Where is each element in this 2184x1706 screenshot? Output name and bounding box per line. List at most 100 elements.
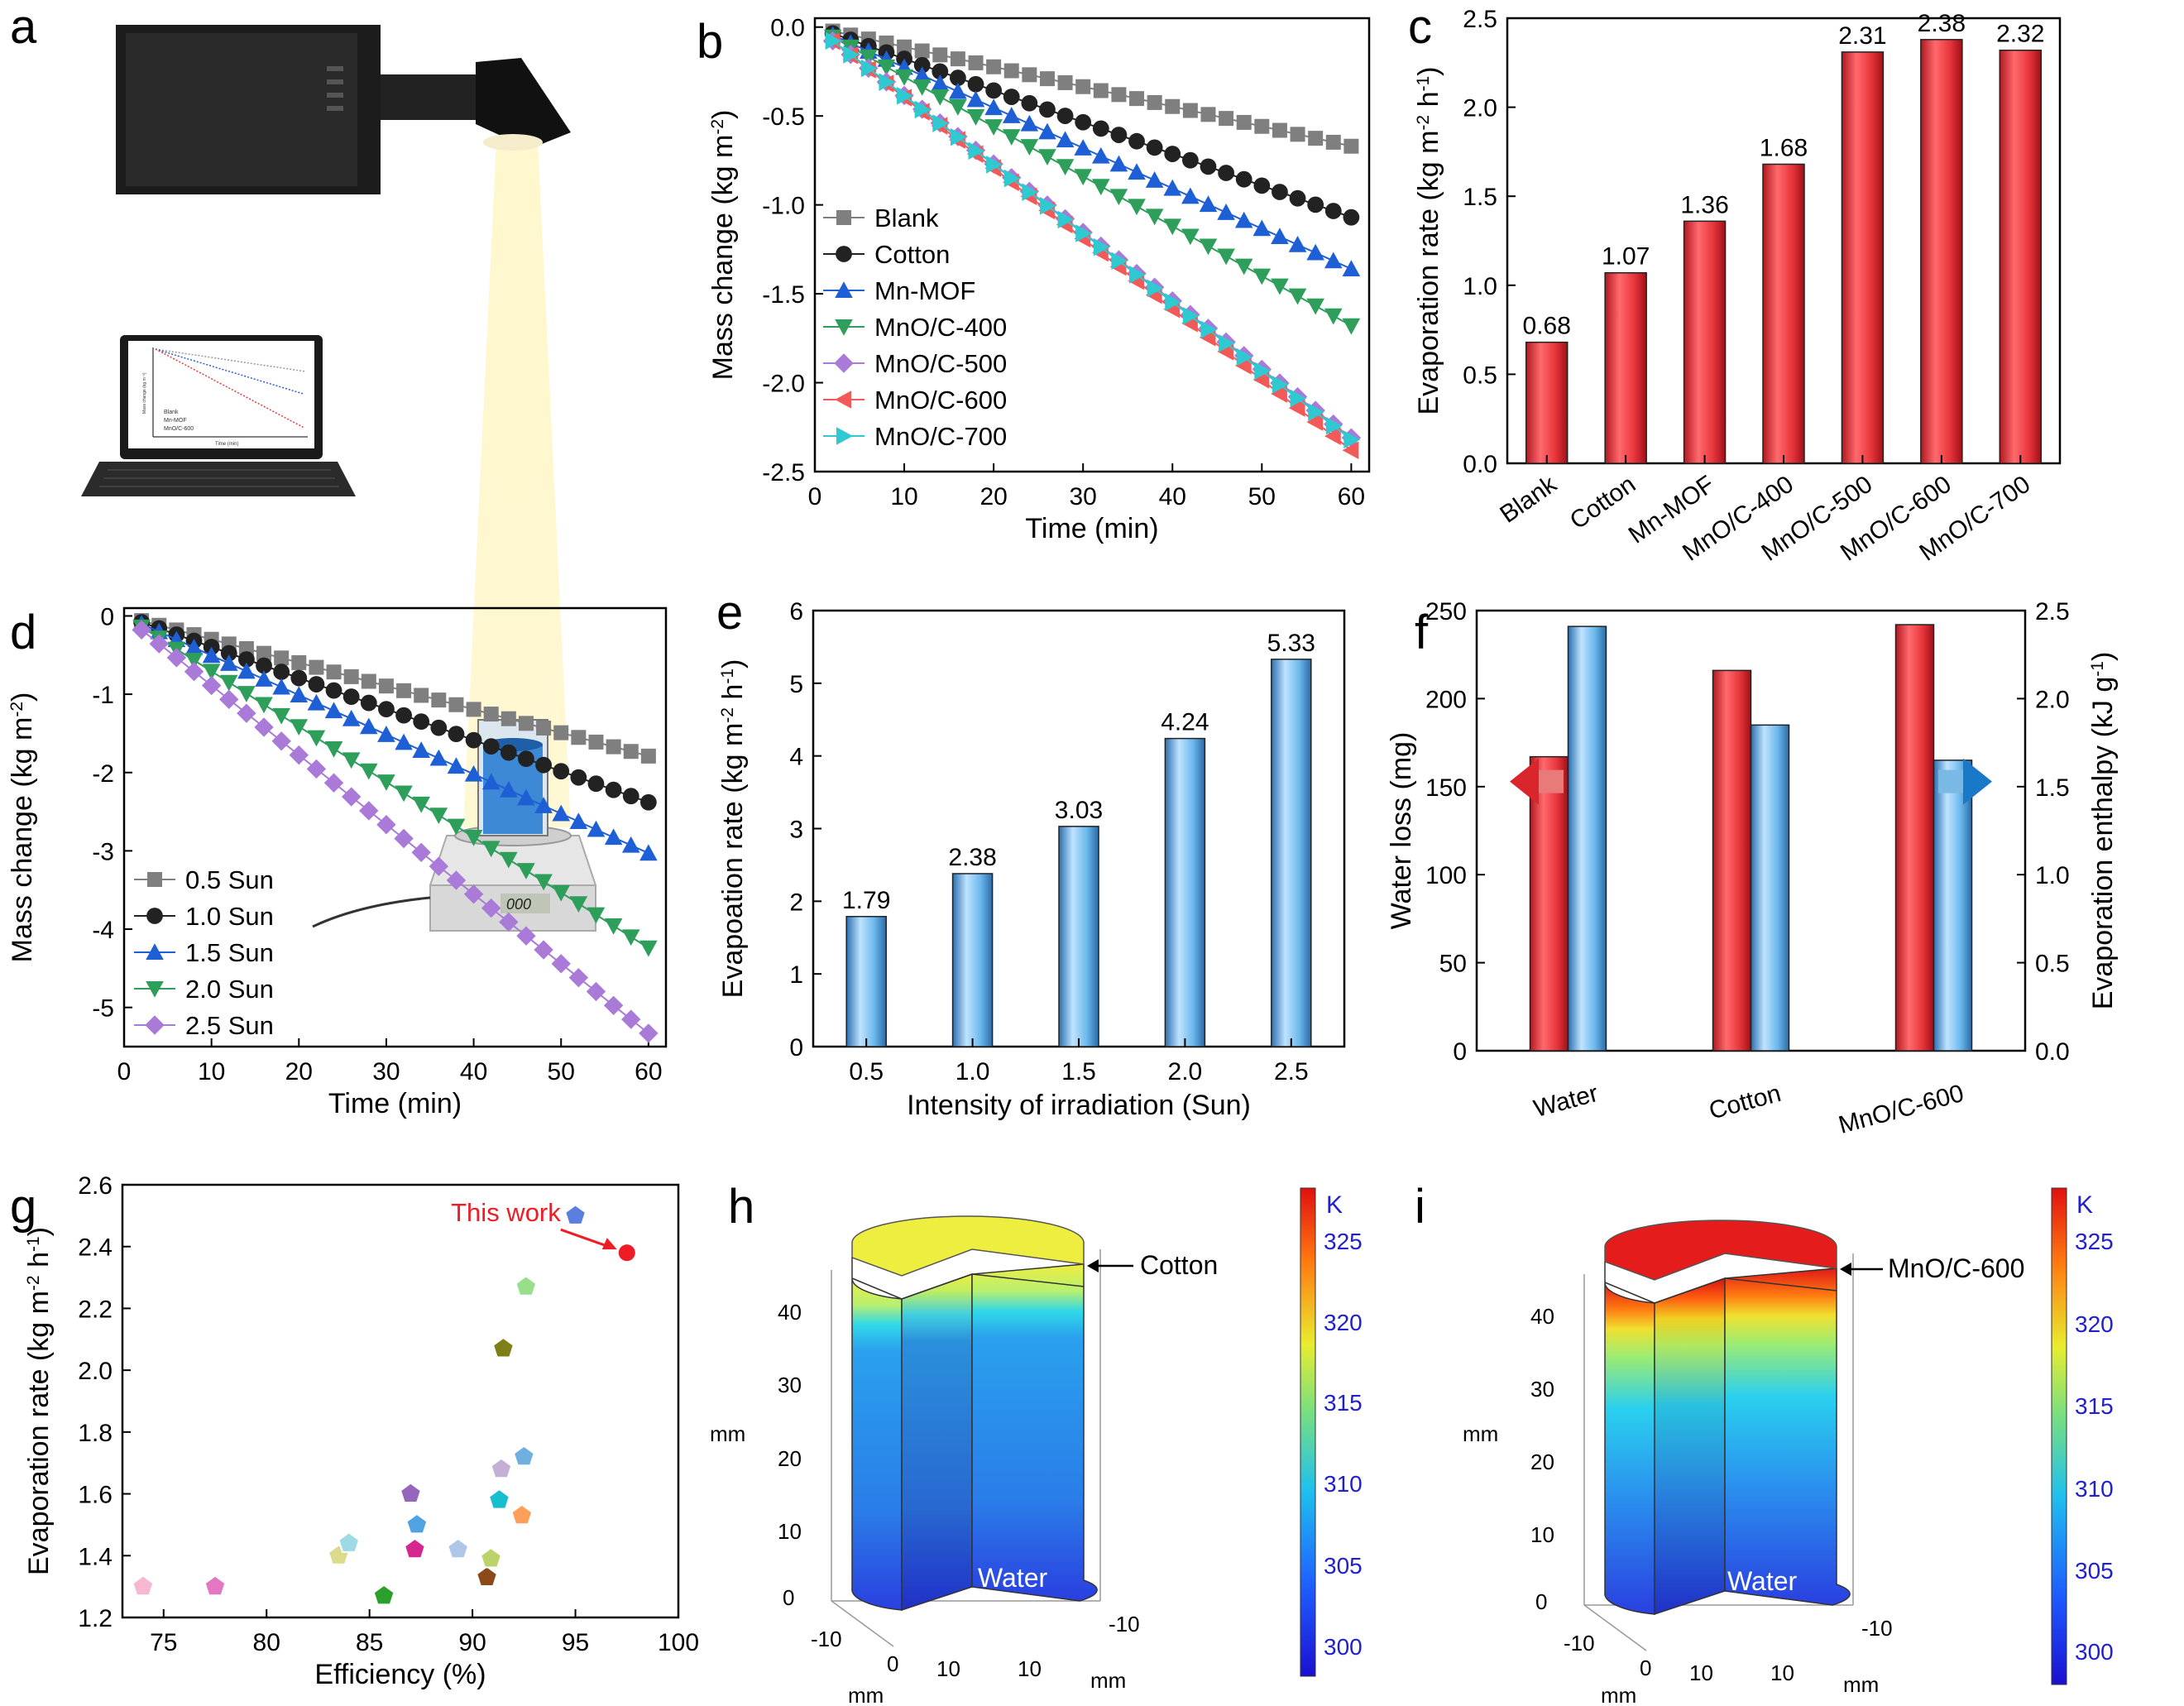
data-point-b [985,82,1003,99]
y-tick-label-d: -4 [92,917,114,944]
data-point-b [950,127,967,146]
data-point-d [184,662,204,682]
y-tick-label-b: -0.5 [762,103,805,131]
colorbar-h-tick-325: 325 [1324,1229,1363,1254]
data-point-b [1199,195,1218,213]
panel-label-a: a [10,0,37,54]
data-point-b [1200,320,1218,339]
bar-evaporation-enthalpy [1567,625,1607,1052]
sim-i-x-tick-10: 10 [1689,1660,1713,1685]
data-point-b [1306,413,1324,431]
data-point-b [1290,389,1307,408]
data-point-d [220,645,237,662]
data-point-d [166,648,187,668]
colorbar-h-ticks: 325 320 315 310 305 300 [1324,1229,1363,1660]
data-point-b [1253,177,1271,194]
data-point-b [1092,146,1110,164]
data-point-b [1252,268,1272,285]
data-point-d [447,818,466,836]
data-point-d [395,707,412,724]
legend-marker-b [836,210,851,225]
data-point-b [1039,101,1056,118]
this-work-arrowhead [601,1238,617,1250]
simulation-h: 40 30 20 10 0 mm -10 0 10 mm 10 -10 mm W… [710,1187,1363,1706]
cylinder-i-top [1604,1220,1837,1281]
data-point-b [967,75,984,93]
panel-label-i: i [1415,1180,1425,1234]
data-point-d [219,674,238,692]
data-point-b [1128,199,1146,216]
screen-legend-blank: Blank [164,410,179,415]
sim-i-top-label: MnO/C-600 [1888,1253,2024,1283]
data-point-b [1145,171,1164,188]
category-label-e: 0.5 [849,1058,884,1085]
data-point-d [272,707,290,725]
x-tick-label-b: 10 [890,483,917,510]
data-point-b [1075,113,1092,131]
y-tick-label-f: 150 [1425,774,1467,802]
data-point-b [895,69,913,86]
bar-evaporation-enthalpy [1750,724,1790,1052]
data-point-b [1306,298,1324,315]
y-axis-label-d: Mass change (kg m-2) [7,692,38,963]
y-tick-label-f: 0 [1453,1038,1467,1066]
series-b-mn-mof: Mn-MOF [823,26,1361,305]
data-point-b [1110,127,1128,143]
data-point-b [843,46,860,64]
data-point-d [518,716,534,731]
category-label-f: Water [1531,1080,1602,1123]
data-point-b [1092,179,1110,196]
data-point-d [429,749,448,766]
panel-label-b: b [697,15,723,69]
data-point-b [1147,279,1164,298]
lamp-lens [483,134,543,151]
x-tick-label-g: 75 [150,1629,177,1656]
data-point-b [1343,138,1359,154]
legend-label-b: MnO/C-500 [874,349,1007,378]
y-tick-label-g: 1.4 [78,1543,113,1570]
data-point-b [986,156,1003,174]
y-axis-label-b: Mass change (kg m-2) [707,110,739,381]
category-label-e: 2.5 [1274,1058,1309,1085]
data-point-b [1234,357,1252,375]
y-tick-label-g: 2.0 [78,1358,113,1385]
data-point-d [256,657,272,674]
y-tick-label-c: 0.5 [1463,362,1497,389]
data-point-b [1200,107,1216,122]
data-point-d [377,774,395,791]
y-tick-label-b: -2.0 [762,371,805,398]
legend-label-b: MnO/C-700 [874,422,1007,451]
left-axis-arrow-icon [1510,758,1539,805]
category-label-c: Blank [1495,470,1562,529]
y-tick-label-b: -1.5 [762,281,805,309]
colorbar-i-tick-315: 315 [2075,1393,2114,1419]
x-tick-label-g: 85 [356,1629,383,1656]
cylinder-h-top [851,1215,1085,1277]
y-tick-label-g: 1.6 [78,1482,113,1509]
data-point-d [360,694,377,712]
data-point-d [378,678,394,694]
series-d-2-5-sun: 2.5 Sun [132,620,659,1043]
data-point-d [552,804,571,822]
sim-i-bottom-label: Water [1727,1566,1798,1596]
vent-slots [327,66,343,111]
y-tick-label-e: 0 [789,1034,803,1061]
data-point-b [1235,170,1252,188]
legend-marker-b [835,319,853,336]
x-tick-label-b: 60 [1338,483,1365,510]
literature-point [447,1537,470,1560]
data-label-e: 1.79 [842,887,890,914]
legend-marker-b [835,281,853,298]
data-point-d [272,678,290,695]
data-label-c: 2.32 [1996,21,2044,48]
data-point-b [1002,107,1021,123]
screen-legend-mnmof: Mn-MOF [164,418,187,424]
data-point-d [291,654,307,670]
x-tick-label-b: 30 [1070,483,1097,510]
data-point-d [571,730,587,745]
data-point-b [1254,362,1272,381]
y2-tick-label-f: 0.0 [2035,1038,2070,1066]
y-tick-label-d: -1 [92,682,114,709]
data-point-d [516,926,536,946]
legend-label-b: Cotton [874,240,950,269]
